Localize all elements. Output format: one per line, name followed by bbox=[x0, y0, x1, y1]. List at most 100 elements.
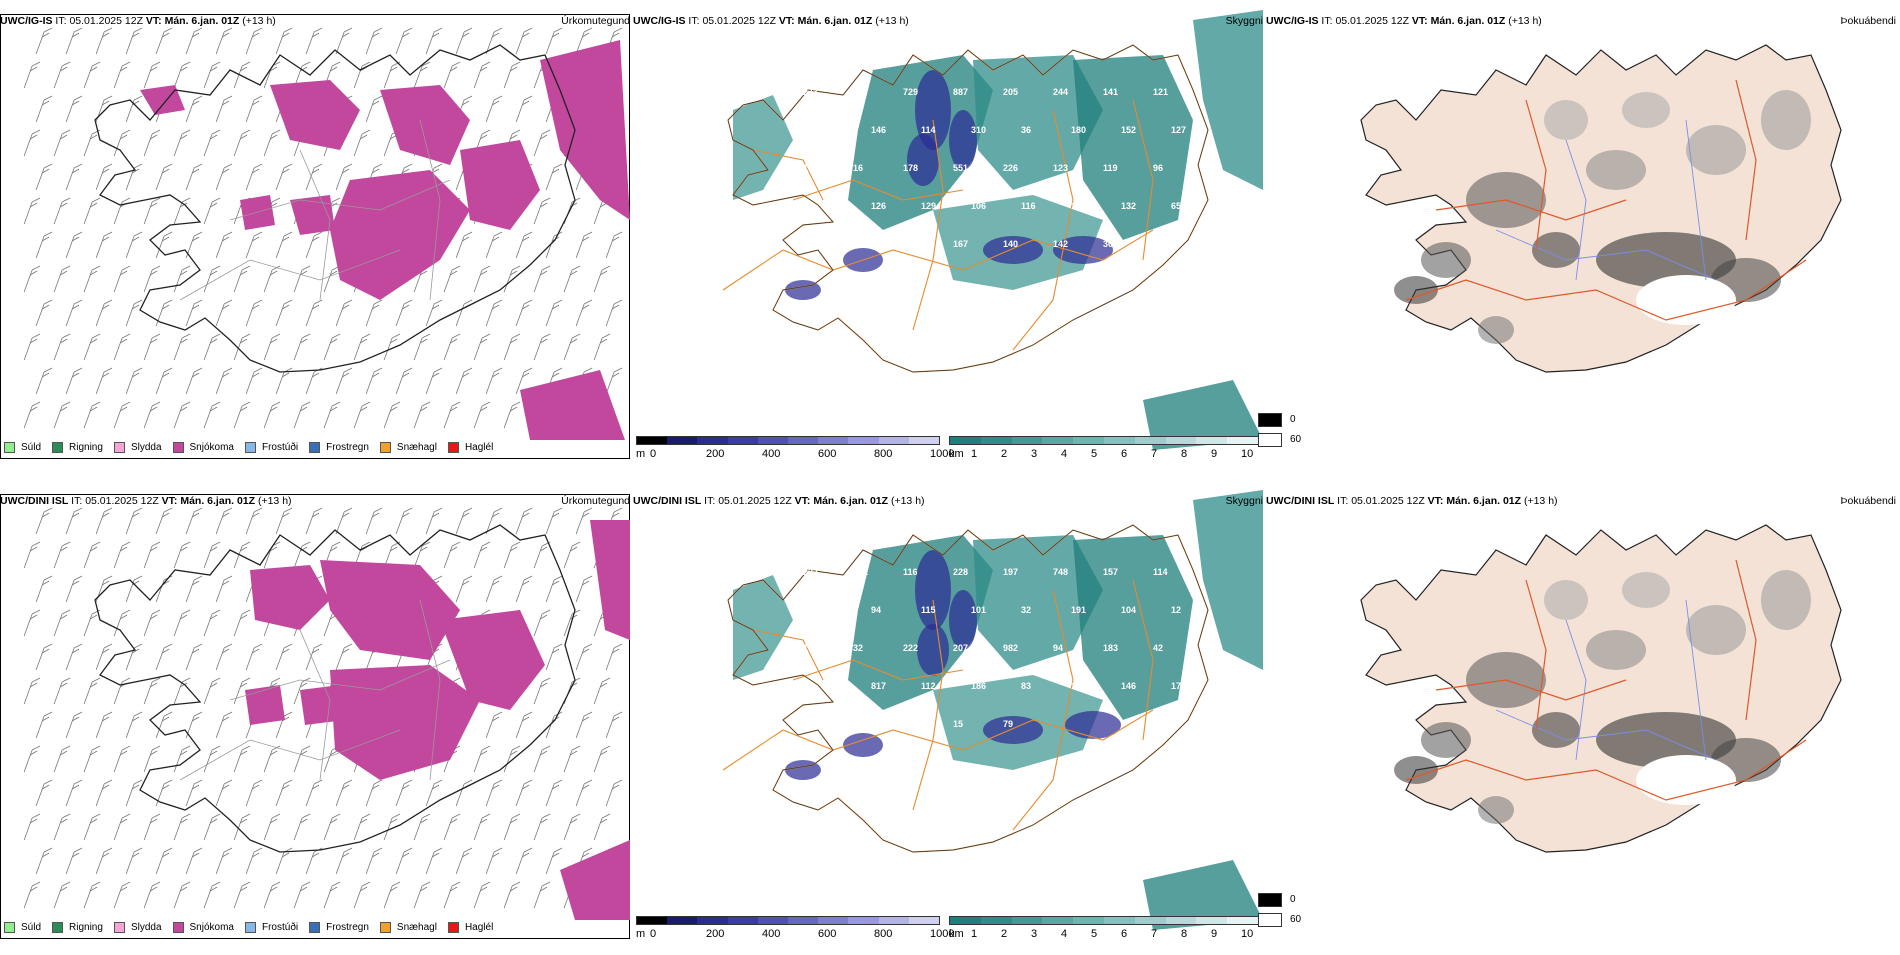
ceiling-label: 222 bbox=[803, 567, 818, 577]
valid-time: Mán. 6.jan. 01Z bbox=[813, 495, 889, 507]
fog-shading bbox=[1478, 796, 1514, 824]
wind-barb bbox=[173, 745, 191, 773]
wind-barb bbox=[455, 847, 473, 875]
ceiling-label: 136 bbox=[803, 163, 818, 173]
coastline-dark bbox=[727, 44, 1209, 373]
wind-barb bbox=[203, 61, 221, 89]
visibility-colorbar: km 1 2 3 4 5 6 7 8 9 10 bbox=[949, 916, 1265, 940]
ceiling-label: 59 bbox=[821, 125, 831, 135]
wind-barb bbox=[425, 27, 443, 55]
wind-barb bbox=[155, 847, 173, 875]
fog-shading bbox=[1421, 722, 1471, 758]
wind-barb bbox=[605, 643, 623, 671]
wind-barb bbox=[113, 813, 131, 841]
panel-title: Þokuábendi bbox=[1840, 495, 1896, 507]
wind-barb bbox=[83, 129, 101, 157]
ceiling-label: 119 bbox=[1103, 163, 1118, 173]
wind-barb bbox=[485, 847, 503, 875]
wind-barb bbox=[53, 745, 71, 773]
wind-barb bbox=[503, 61, 521, 89]
ceiling-unit: m bbox=[636, 448, 646, 460]
wind-barb bbox=[173, 333, 191, 361]
wind-barb bbox=[263, 745, 281, 773]
wind-barb bbox=[275, 779, 293, 807]
ceiling-tick: 1000 bbox=[930, 928, 955, 940]
ceiling-label: 106 bbox=[971, 201, 986, 211]
wind-barb bbox=[185, 643, 203, 671]
precip-map bbox=[23, 27, 630, 440]
fog-map bbox=[1360, 44, 1842, 373]
wind-barb bbox=[155, 507, 173, 535]
ceiling-label: 116 bbox=[1021, 201, 1036, 211]
wind-barb bbox=[545, 711, 563, 739]
wind-barb bbox=[425, 847, 443, 875]
ceiling-label: 104 bbox=[1121, 605, 1136, 615]
visibility-tick: 9 bbox=[1211, 928, 1218, 940]
wind-barb bbox=[335, 643, 353, 671]
road bbox=[752, 629, 824, 681]
wind-barb bbox=[215, 847, 233, 875]
wind-barb bbox=[203, 197, 221, 225]
wind-barb bbox=[35, 643, 53, 671]
wind-barb bbox=[23, 129, 41, 157]
ceiling-label: 191 bbox=[803, 643, 818, 653]
panel-title: Úrkomutegund bbox=[561, 15, 630, 27]
wind-barb bbox=[125, 507, 143, 535]
river bbox=[1565, 619, 1587, 761]
ceiling-label: 36 bbox=[1021, 125, 1031, 135]
ceiling-label: 180 bbox=[1071, 125, 1086, 135]
wind-barb bbox=[575, 27, 593, 55]
wind-barb bbox=[305, 847, 323, 875]
ceiling-tick: 600 bbox=[818, 448, 837, 460]
legend-item: Súld bbox=[4, 921, 41, 933]
low-visibility-area bbox=[1073, 55, 1193, 240]
wind-barb bbox=[485, 575, 503, 603]
valid-time-label: VT: bbox=[161, 495, 178, 507]
wind-barb bbox=[203, 677, 221, 705]
visibility-unit: km bbox=[949, 928, 964, 940]
wind-barb bbox=[323, 333, 341, 361]
visibility-map: 273 116 729 887 205 244 141 121 59 146 114 310 36 180… bbox=[722, 10, 1263, 450]
wind-barb bbox=[143, 265, 161, 293]
fog-shading bbox=[1586, 630, 1646, 670]
wind-barb bbox=[275, 231, 293, 259]
panel-title: Úrkomutegund bbox=[561, 495, 630, 507]
wind-barb bbox=[245, 95, 263, 123]
wind-barb bbox=[395, 367, 413, 395]
ceiling-label: 178 bbox=[903, 163, 918, 173]
ceiling-label: 114 bbox=[921, 125, 936, 135]
ceiling-label: 183 bbox=[1103, 643, 1118, 653]
coastline bbox=[94, 524, 576, 853]
ceiling-label: 226 bbox=[1003, 163, 1018, 173]
ceiling-label: 86 bbox=[821, 681, 831, 691]
wind-barb bbox=[143, 401, 161, 429]
wind-barb bbox=[173, 197, 191, 225]
wind-barb bbox=[563, 677, 581, 705]
visibility-panel: 222 141 116 228 197 748 157 114 257 94 115 101 32 191… bbox=[633, 480, 1266, 955]
ceiling-colorbar: m 0 200 400 600 800 1000 bbox=[636, 436, 954, 460]
wind-barb bbox=[143, 541, 161, 569]
wind-barb bbox=[323, 881, 341, 909]
wind-barb bbox=[65, 847, 83, 875]
wind-barb bbox=[233, 265, 251, 293]
ceiling-label: 748 bbox=[1053, 567, 1068, 577]
wind-barb bbox=[305, 643, 323, 671]
init-time: 05.01.2025 12Z bbox=[702, 15, 776, 27]
wind-barb bbox=[335, 27, 353, 55]
snow-area bbox=[330, 170, 470, 300]
wind-barb bbox=[545, 163, 563, 191]
wind-barb bbox=[65, 507, 83, 535]
legend-label: Frostúði bbox=[261, 441, 299, 453]
wind-barb bbox=[113, 881, 131, 909]
ceiling-label: 186 bbox=[971, 681, 986, 691]
interior-line bbox=[419, 599, 441, 781]
fog-key-swatch bbox=[1258, 413, 1282, 427]
wind-barb bbox=[53, 401, 71, 429]
init-time-label: IT: bbox=[704, 495, 716, 507]
interior-line bbox=[179, 729, 401, 781]
wind-barb bbox=[233, 401, 251, 429]
wind-barb bbox=[233, 129, 251, 157]
wind-barb bbox=[125, 711, 143, 739]
ceiling-label: 142 bbox=[1053, 239, 1068, 249]
legend-label: Haglél bbox=[464, 921, 494, 933]
